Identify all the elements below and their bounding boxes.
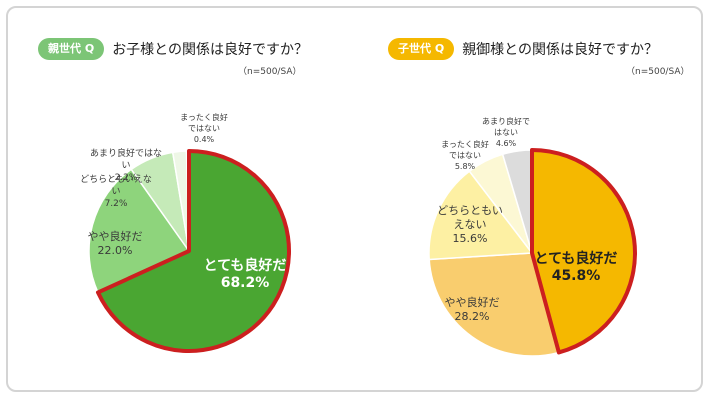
pie-slice [95,149,291,353]
slice-label: あまり良好ではない 2.2% [90,147,162,183]
slice-label: どちらともいえない 7.2% [80,174,152,209]
slice-label: あまり良好ではない 4.6% [482,116,530,148]
generation-badge: 子世代 Q [388,38,455,60]
slice-label: まったく良好ではない 5.8% [441,139,489,171]
pie-slice [428,170,534,261]
chart-header: 親世代 Q お子様との関係は良好ですか？ [38,38,308,60]
chart-title: お子様との関係は良好ですか？ [112,42,309,58]
generation-badge: 親世代 Q [38,38,105,60]
slice-label: まったく良好ではない 0.4% [180,112,228,144]
slice-value: 4.6% [496,139,517,148]
chart-title: 親御様との関係は良好ですか？ [462,42,659,58]
slice-value: 0.4% [194,135,215,144]
pie-chart-parent: とても良好だ 68.2% やや良好だ 22.0% どちらともいえない 7.2%あまり良好で… [80,112,291,353]
slice-label: やや良好だ 28.2% [445,295,500,323]
sample-note: （n=500/SA） [626,67,690,77]
pie-slice [530,148,637,355]
pie-slice [428,252,560,357]
slice-value: 15.6% [453,232,488,245]
slice-value: 22.0% [98,244,133,257]
slice-label: とても良好だ 45.8% [535,250,618,284]
slice-value: 7.2% [105,199,128,209]
parent-generation-panel: 親世代 Q お子様との関係は良好ですか？ （n=500/SA） とても良好だ 68… [8,8,356,394]
sample-note: （n=500/SA） [238,67,302,77]
slice-value: 68.2% [221,275,270,291]
slice-value: 45.8% [552,268,601,284]
chart-frame: 親世代 Q お子様との関係は良好ですか？ （n=500/SA） とても良好だ 68… [6,6,703,392]
slice-label: どちらともいえない 15.6% [437,204,503,245]
child-generation-panel: 子世代 Q 親御様との関係は良好ですか？ （n=500/SA） とても良好だ 45… [356,8,702,394]
slice-value: 2.2% [115,173,138,183]
slice-value: 5.8% [455,162,476,171]
slice-value: 28.2% [455,310,490,323]
pie-chart-child: とても良好だ 45.8% やや良好だ 28.2% どちらともいえない 15.6% まったく良… [428,116,637,357]
slice-label: とても良好だ 68.2% [204,257,287,291]
chart-header: 子世代 Q 親御様との関係は良好ですか？ [388,38,658,60]
slice-label: やや良好だ 22.0% [88,229,143,257]
